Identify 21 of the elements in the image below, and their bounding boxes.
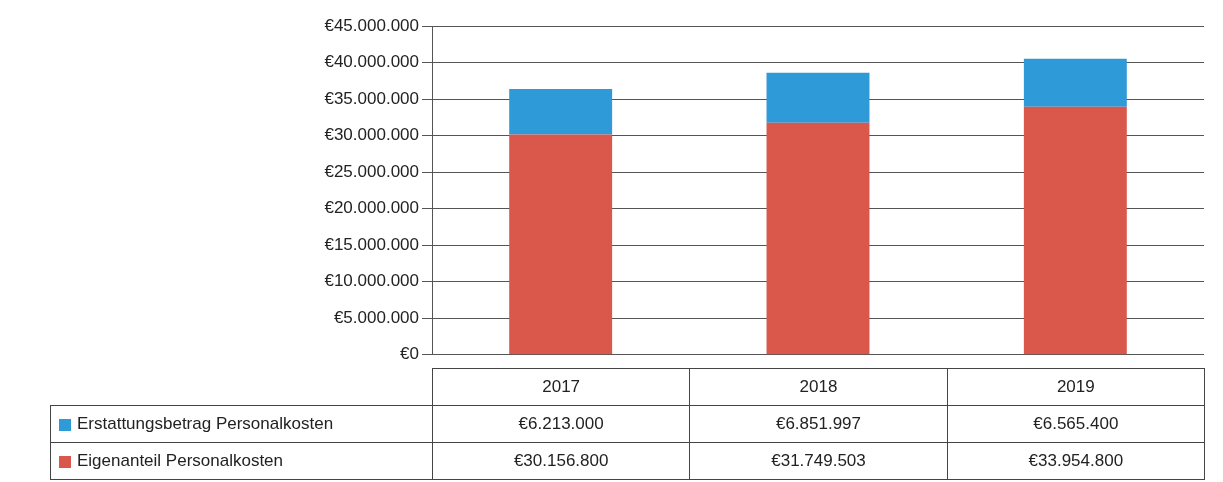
y-tick-label: €45.000.000 (324, 15, 419, 35)
x-tick-label: 2017 (432, 368, 690, 406)
legend-label: Erstattungsbetrag Personalkosten (77, 414, 334, 433)
y-tick-label: €10.000.000 (324, 271, 419, 291)
y-tick-label: €40.000.000 (324, 52, 419, 72)
y-tick-label: €20.000.000 (324, 198, 419, 218)
data-label: €30.156.800 (432, 442, 690, 480)
x-tick-label: 2018 (689, 368, 948, 406)
x-tick-label: 2019 (947, 368, 1205, 406)
y-tick-label: €25.000.000 (324, 161, 419, 181)
y-tick-label: €30.000.000 (324, 125, 419, 145)
data-label: €6.213.000 (432, 405, 690, 443)
legend-label: Eigenanteil Personalkosten (77, 451, 284, 470)
data-label: €33.954.800 (947, 442, 1205, 480)
data-label: €31.749.503 (689, 442, 948, 480)
y-tick-label: €15.000.000 (324, 234, 419, 254)
y-tick-label: €0 (400, 344, 419, 364)
y-tick-label: €35.000.000 (324, 88, 419, 108)
data-label: €6.565.400 (947, 405, 1205, 443)
y-tick-label: €5.000.000 (333, 307, 419, 327)
data-label: €6.851.997 (689, 405, 948, 443)
